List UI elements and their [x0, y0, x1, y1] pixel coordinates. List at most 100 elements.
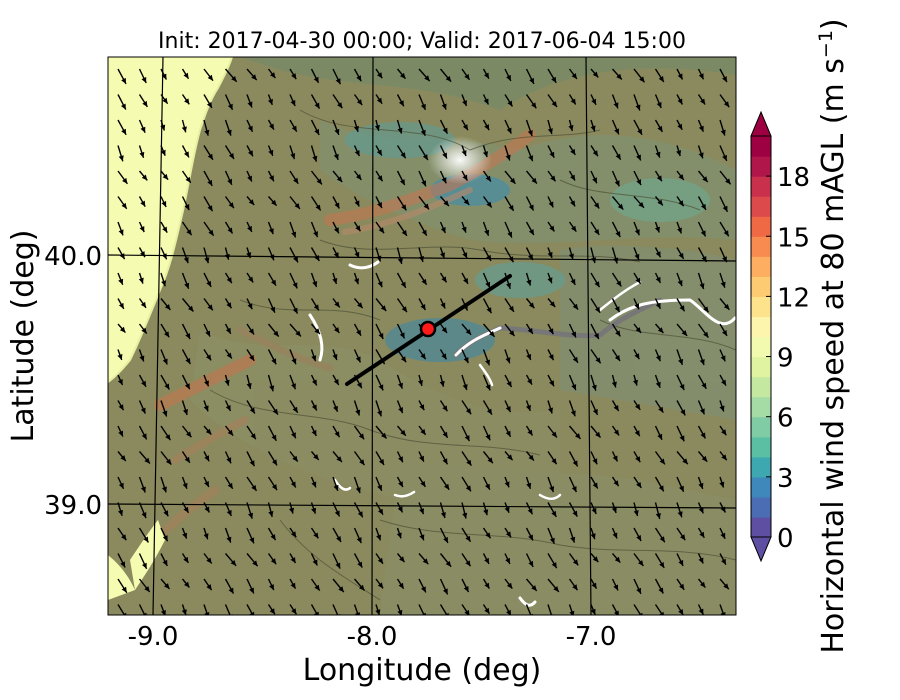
wind-arrow-head: [140, 407, 146, 414]
wind-arrow-head: [723, 101, 730, 108]
wind-arrow-head: [313, 304, 319, 311]
wind-arrow-head: [701, 256, 707, 262]
wind-arrow-head: [529, 77, 534, 84]
wind-arrow-head: [572, 356, 578, 363]
wind-arrow-head: [356, 75, 362, 82]
wind-arrow-head: [654, 226, 660, 233]
wind-arrow-head: [463, 357, 469, 364]
wind-arrow-head: [332, 354, 338, 360]
wind-arrow-head: [312, 155, 318, 162]
map-panel: [108, 57, 736, 615]
wind-arrow-head: [334, 227, 339, 234]
wind-arrow-head: [506, 582, 513, 589]
wind-arrow-head: [698, 608, 704, 615]
wind-arrow-head: [141, 327, 147, 334]
wind-arrow-head: [700, 432, 706, 439]
wind-arrow-head: [418, 380, 423, 386]
wind-arrow-head: [377, 281, 383, 288]
wind-arrow-head: [247, 125, 253, 132]
wind-arrow-head: [248, 512, 253, 519]
wind-arrow-head: [571, 225, 577, 232]
wind-arrow-head: [355, 612, 360, 615]
wind-arrow-head: [657, 327, 664, 333]
wind-arrow-head: [183, 556, 189, 563]
wind-arrow-head: [270, 534, 276, 541]
wind-arrow-head: [354, 150, 360, 157]
wind-arrow-head: [184, 204, 190, 211]
wind-arrow-head: [487, 457, 493, 464]
wind-arrow-head: [400, 429, 406, 436]
wind-arrow-head: [634, 253, 640, 260]
wind-arrow-head: [465, 408, 472, 415]
wind-arrow-head: [440, 302, 446, 309]
wind-arrow-head: [461, 150, 467, 156]
wind-arrow-head: [655, 302, 661, 309]
wind-arrow-head: [486, 408, 492, 415]
wind-arrow-head: [377, 410, 382, 417]
wind-arrow-head: [143, 536, 149, 543]
wind-arrow-head: [226, 302, 232, 309]
wind-arrow-head: [118, 278, 124, 285]
wind-arrow-head: [183, 506, 189, 513]
wind-arrow-head: [485, 532, 491, 539]
wind-arrow-head: [379, 459, 384, 465]
wind-arrow-head: [572, 584, 578, 591]
wind-arrow-head: [528, 534, 533, 541]
wind-arrow-head: [163, 510, 169, 517]
wind-arrow-head: [504, 481, 510, 488]
wind-arrow-head: [439, 380, 445, 387]
wind-arrow-head: [591, 507, 597, 514]
wind-arrow-head: [508, 256, 514, 263]
wind-arrow-head: [592, 71, 599, 78]
wind-arrow-head: [121, 103, 126, 110]
wind-arrow-head: [722, 330, 727, 336]
wind-arrow-head: [591, 257, 597, 264]
wind-arrow-head: [441, 103, 447, 110]
wind-arrow-head: [528, 229, 534, 235]
wind-arrow-head: [164, 583, 170, 589]
wind-arrow-head: [249, 587, 254, 594]
wind-arrow-head: [400, 152, 406, 159]
wind-arrow-head: [657, 199, 663, 206]
wind-arrow-head: [311, 507, 317, 514]
wind-arrow-head: [336, 456, 342, 462]
colorbar-segment: [751, 336, 771, 358]
wind-arrow: [310, 604, 319, 615]
wind-arrow-head: [484, 582, 490, 589]
wind-arrow-head: [314, 328, 320, 335]
wind-arrow-head: [528, 560, 534, 567]
wind-arrow-head: [569, 610, 575, 615]
wind-arrow-head: [634, 229, 640, 236]
colorbar-extend-max: [750, 110, 772, 137]
wind-arrow-head: [268, 149, 274, 156]
wind-arrow-head: [314, 128, 320, 135]
wind-arrow-head: [679, 485, 684, 492]
wind-arrow-head: [682, 458, 688, 465]
wind-arrow-head: [160, 149, 166, 156]
wind-arrow-head: [461, 226, 467, 233]
x-axis-label: Longitude (deg): [303, 653, 542, 688]
wind-arrow-head: [677, 98, 683, 105]
wind-arrow-head: [421, 229, 427, 236]
wind-arrow-head: [484, 124, 490, 131]
wind-arrow-head: [613, 405, 619, 411]
wind-arrow-head: [638, 560, 644, 566]
wind-arrow-head: [722, 76, 727, 83]
wind-arrow-head: [204, 481, 209, 487]
wind-arrow-head: [184, 151, 189, 158]
wind-arrow-head: [207, 205, 213, 212]
wind-arrow-head: [570, 410, 576, 417]
plot-title: Init: 2017-04-30 00:00; Valid: 2017-06-0…: [158, 29, 686, 54]
wind-arrow-head: [549, 301, 556, 307]
wind-arrow-head: [677, 511, 683, 518]
wind-arrow-head: [227, 482, 233, 489]
wind-arrow-head: [440, 252, 445, 259]
site-marker: [419, 320, 437, 338]
wind-arrow-head: [378, 508, 383, 515]
wind-arrow-head: [658, 406, 664, 413]
wind-arrow-head: [465, 560, 471, 567]
wind-arrow: [654, 604, 664, 615]
wind-arrow-head: [701, 203, 706, 210]
wind-arrow-head: [505, 406, 511, 413]
wind-arrow-head: [421, 612, 426, 615]
